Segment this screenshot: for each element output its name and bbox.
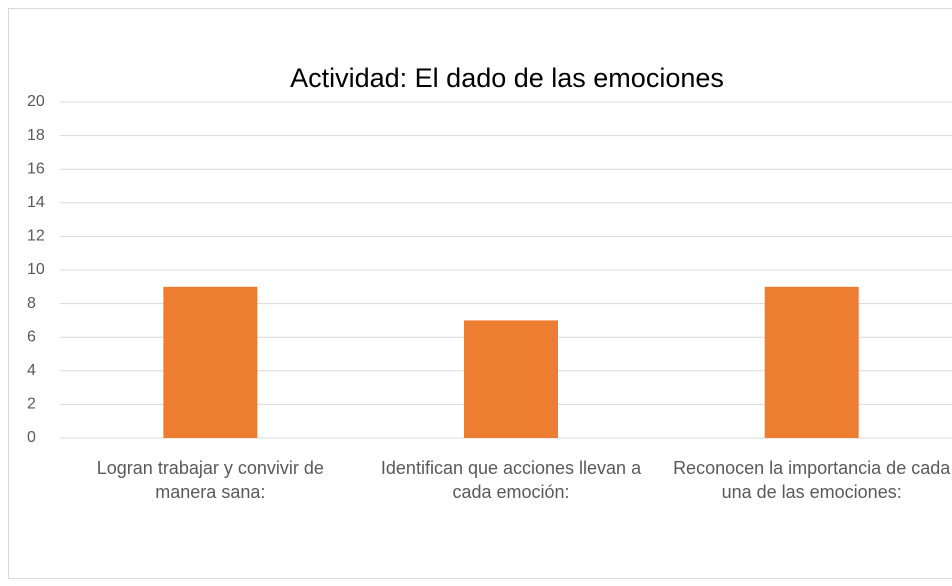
x-tick-label: Identifican que acciones llevan a cada e… <box>380 458 642 502</box>
x-tick-label: Reconocen la importancia de cada una de … <box>673 458 951 502</box>
y-tick-label: 12 <box>27 228 45 245</box>
y-tick-label: 18 <box>27 127 45 144</box>
y-tick-label: 20 <box>27 93 45 110</box>
y-tick-label: 10 <box>27 261 45 278</box>
bar <box>163 286 258 438</box>
x-tick-label: Logran trabajar y convivir de manera san… <box>96 458 324 502</box>
x-tick-label-box: Logran trabajar y convivir de manera san… <box>96 458 324 502</box>
y-tick-label: 14 <box>27 194 45 211</box>
y-tick-label: 4 <box>27 362 36 379</box>
y-tick-label: 6 <box>27 328 36 345</box>
x-tick-label-box: Reconocen la importancia de cada una de … <box>673 458 951 502</box>
bar <box>464 320 558 438</box>
y-tick-label: 16 <box>27 160 45 177</box>
x-tick-label-box: Identifican que acciones llevan a cada e… <box>380 458 642 502</box>
y-tick-label: 0 <box>27 429 36 446</box>
bar <box>764 286 859 438</box>
y-tick-label: 8 <box>27 295 36 312</box>
chart-title: Actividad: El dado de las emociones <box>290 63 724 93</box>
y-tick-label: 2 <box>27 396 36 413</box>
